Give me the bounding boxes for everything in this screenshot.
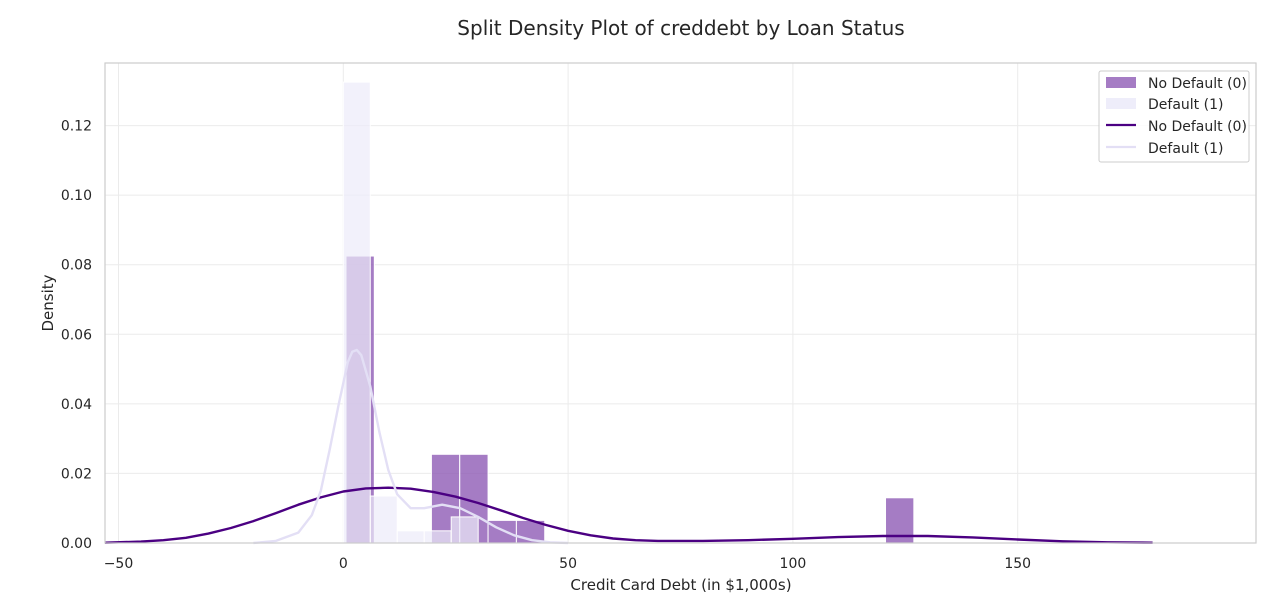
legend-label-default-hist: Default (1): [1148, 97, 1223, 113]
kde-line-default: [253, 348, 569, 545]
histogram-default: [342, 81, 479, 544]
x-tick-label: −50: [104, 556, 134, 572]
legend: No Default (0) Default (1) No Default (0…: [1098, 70, 1250, 163]
legend-label-default-kde: Default (1): [1148, 141, 1223, 157]
y-tick-label: 0.02: [61, 466, 92, 482]
y-tick-label: 0.04: [61, 397, 92, 413]
y-tick-label: 0.08: [61, 258, 92, 274]
bar-default: [423, 530, 452, 544]
x-tick-label: 0: [339, 556, 348, 572]
bar-default: [450, 516, 479, 544]
x-tick-label: 50: [559, 556, 577, 572]
grid-lines: [105, 63, 1256, 544]
bar-default: [396, 530, 425, 544]
plot-frame: [104, 62, 1257, 544]
x-tick-label: 150: [1004, 556, 1031, 572]
kde-curves: [104, 348, 1153, 545]
kde-line-no-default: [104, 486, 1153, 544]
legend-swatch-default-hist: [1106, 98, 1136, 109]
y-axis-label: Density: [39, 274, 57, 331]
legend-label-no-default-kde: No Default (0): [1148, 119, 1247, 135]
legend-swatch-no-default-hist: [1106, 77, 1136, 88]
y-tick-label: 0.06: [61, 327, 92, 343]
legend-label-no-default-hist: No Default (0): [1148, 76, 1247, 92]
histogram-no-default: [345, 255, 915, 544]
y-tick-label: 0.12: [61, 119, 92, 135]
x-axis-ticks: −50 0 50 100 150: [104, 556, 1031, 572]
y-axis-ticks: 0.00 0.02 0.04 0.06 0.08 0.10 0.12: [61, 119, 92, 552]
chart-title: Split Density Plot of creddebt by Loan S…: [457, 16, 904, 40]
bar-default: [369, 495, 398, 544]
x-axis-label: Credit Card Debt (in $1,000s): [570, 576, 791, 594]
y-tick-label: 0.00: [61, 536, 92, 552]
y-tick-label: 0.10: [61, 188, 92, 204]
legend-box: [1098, 70, 1250, 163]
bar-default: [342, 81, 371, 544]
x-tick-label: 100: [780, 556, 807, 572]
